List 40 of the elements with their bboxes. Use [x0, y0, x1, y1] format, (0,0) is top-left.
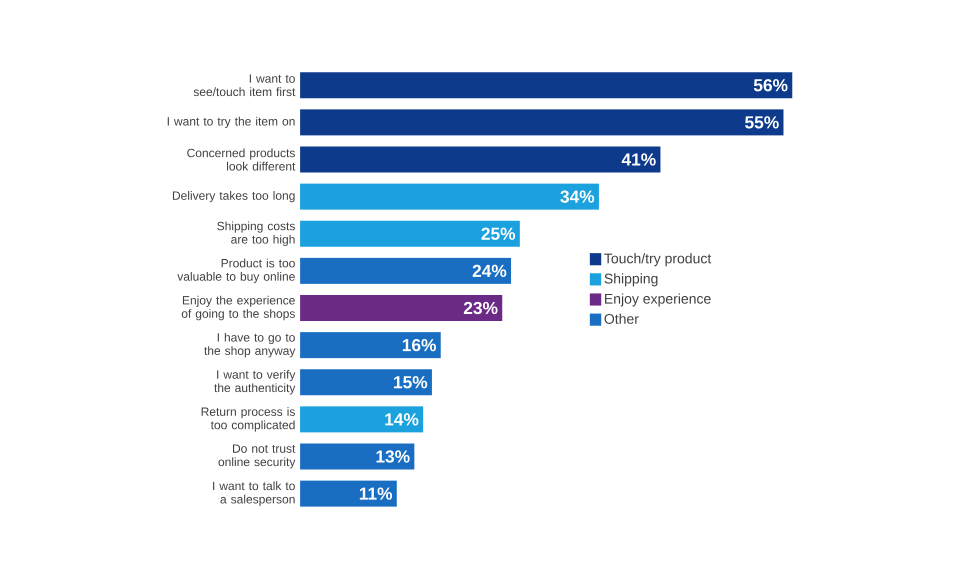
data-label: 25%: [481, 228, 516, 240]
data-label: 11%: [360, 488, 392, 500]
bar: [300, 109, 784, 136]
data-label: 13%: [376, 450, 410, 463]
y-tick-label: Shipping costs are too high: [217, 222, 295, 246]
data-label: 23%: [464, 302, 498, 314]
bar: [300, 258, 512, 284]
legend-label: Touch/try product: [604, 253, 712, 266]
data-label: 56%: [754, 79, 788, 92]
y-tick-label: I want to try the item on: [168, 116, 295, 128]
bar: [300, 146, 660, 173]
data-label: 14%: [385, 413, 418, 426]
y-tick-label: I want to see/touch item first: [194, 74, 296, 96]
legend-label: Enjoy experience: [605, 294, 711, 307]
bar: [300, 184, 599, 210]
data-label: 41%: [622, 153, 656, 166]
bar: [300, 444, 414, 470]
bar: [300, 369, 432, 396]
y-tick-label: Concerned products look different: [187, 148, 296, 171]
y-tick-label: Product is too valuable to buy online: [177, 258, 295, 284]
y-tick-label: Do not trust online security: [218, 444, 296, 469]
bar: [300, 220, 520, 247]
legend-label: Other: [604, 314, 639, 324]
bar: [300, 295, 502, 322]
y-tick-label: I want to verify the authenticity: [214, 370, 296, 395]
bar: [300, 480, 397, 507]
bar: [300, 332, 441, 358]
y-tick-label: Enjoy the experience of going to the shops: [182, 296, 295, 320]
data-label: 55%: [745, 116, 779, 129]
y-tick-label: I have to go to the shop anyway: [204, 332, 296, 358]
data-label: 34%: [560, 190, 594, 203]
bar: [300, 406, 424, 432]
data-label: 15%: [394, 376, 428, 388]
y-tick-label: Delivery takes too long: [172, 191, 295, 202]
bar: [300, 72, 792, 98]
y-tick-label: Return process is too complicated: [202, 407, 295, 432]
data-label: 24%: [472, 264, 506, 278]
data-label: 16%: [402, 339, 436, 352]
y-tick-label: I want to talk to a salesperson: [213, 481, 295, 506]
legend-label: Shipping: [604, 273, 658, 286]
